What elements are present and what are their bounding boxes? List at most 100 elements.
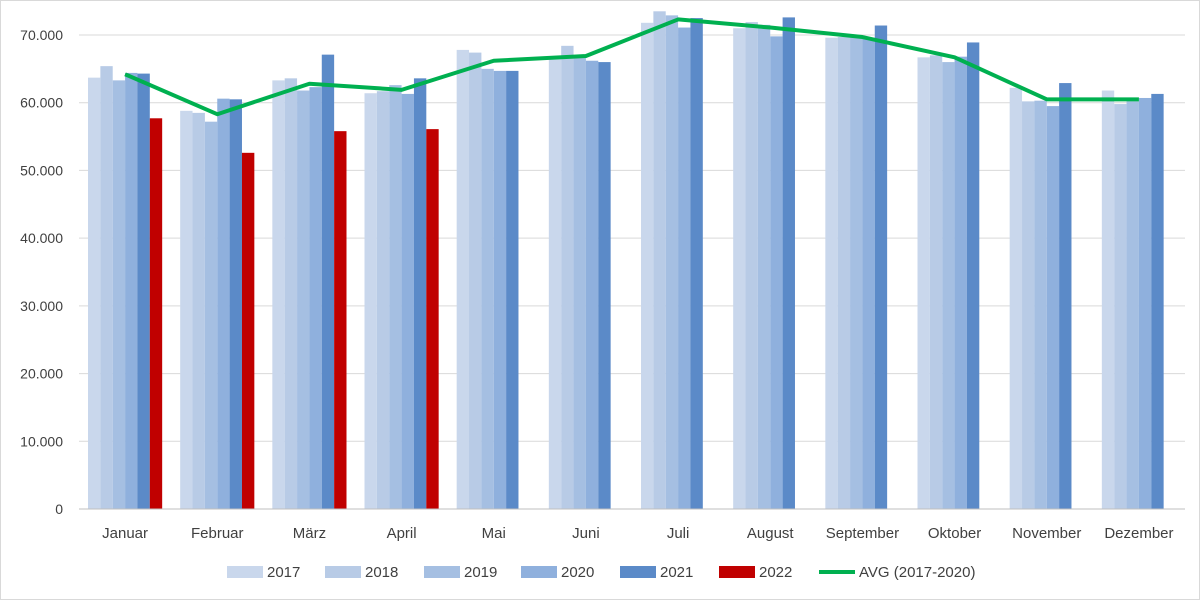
legend-label: AVG (2017-2020) xyxy=(859,564,975,581)
bar-2021-märz xyxy=(322,55,334,509)
bar-2021-dezember xyxy=(1151,94,1163,509)
bar-2020-september xyxy=(862,38,874,509)
legend-swatch xyxy=(227,566,263,578)
bar-2020-juni xyxy=(586,61,598,509)
bar-2018-januar xyxy=(100,66,112,509)
bar-2017-august xyxy=(733,28,745,509)
bar-2020-mai xyxy=(494,71,506,509)
bar-2018-märz xyxy=(285,78,297,509)
y-tick-label: 20.000 xyxy=(20,366,63,382)
bar-2017-februar xyxy=(180,111,192,509)
bar-2018-mai xyxy=(469,53,481,509)
legend-label: 2020 xyxy=(561,564,594,581)
legend-swatch xyxy=(620,566,656,578)
bar-2019-märz xyxy=(297,91,309,509)
bar-2018-august xyxy=(746,22,758,509)
legend-label: 2021 xyxy=(660,564,693,581)
legend-label: 2019 xyxy=(464,564,497,581)
bar-2022-märz xyxy=(334,131,346,509)
bar-2019-oktober xyxy=(942,62,954,509)
bar-2020-august xyxy=(770,36,782,509)
x-tick-label: März xyxy=(293,525,326,542)
bar-2018-juli xyxy=(653,11,665,509)
bar-2019-april xyxy=(389,85,401,509)
legend-label: 2022 xyxy=(759,564,792,581)
bar-2019-mai xyxy=(481,69,493,509)
bar-2022-januar xyxy=(150,118,162,509)
bar-2019-juli xyxy=(666,15,678,509)
bar-2021-november xyxy=(1059,83,1071,509)
bar-2017-märz xyxy=(272,80,284,509)
bar-2022-februar xyxy=(242,153,254,509)
bar-2021-januar xyxy=(137,74,149,509)
x-tick-label: September xyxy=(826,525,899,542)
bar-2019-juni xyxy=(574,58,586,509)
bar-2017-januar xyxy=(88,78,100,509)
bar-2021-april xyxy=(414,78,426,509)
bar-series xyxy=(88,11,1164,509)
x-tick-label: Februar xyxy=(191,525,244,542)
x-tick-label: August xyxy=(747,525,795,542)
bar-2018-september xyxy=(838,37,850,509)
x-tick-label: Mai xyxy=(482,525,506,542)
x-tick-label: Juni xyxy=(572,525,600,542)
bar-2017-juni xyxy=(549,59,561,509)
x-tick-label: Oktober xyxy=(928,525,981,542)
bar-2021-juni xyxy=(598,62,610,509)
y-tick-label: 30.000 xyxy=(20,298,63,314)
bar-2018-november xyxy=(1022,101,1034,509)
bar-2019-januar xyxy=(113,80,125,509)
bar-2021-juli xyxy=(690,18,702,509)
bar-2017-september xyxy=(825,38,837,509)
legend-item-2018: 2018 xyxy=(325,564,398,581)
legend-label: 2017 xyxy=(267,564,300,581)
bar-2018-juni xyxy=(561,46,573,509)
x-tick-label: April xyxy=(387,525,417,542)
legend-item-2017: 2017 xyxy=(227,564,300,581)
bar-2019-november xyxy=(1034,101,1046,509)
bar-2020-dezember xyxy=(1139,98,1151,509)
bar-2020-juli xyxy=(678,28,690,509)
bar-2020-april xyxy=(402,94,414,509)
x-tick-label: Juli xyxy=(667,525,690,542)
y-tick-label: 0 xyxy=(55,501,63,517)
bar-2020-november xyxy=(1047,106,1059,509)
bar-2017-dezember xyxy=(1102,91,1114,509)
y-tick-label: 40.000 xyxy=(20,230,63,246)
y-tick-label: 60.000 xyxy=(20,95,63,111)
legend-item-AVG (2017-2020): AVG (2017-2020) xyxy=(819,564,975,581)
bar-2020-februar xyxy=(217,99,229,509)
bar-2017-juli xyxy=(641,23,653,509)
bar-2017-oktober xyxy=(918,57,930,509)
bar-2019-september xyxy=(850,37,862,509)
bar-2017-november xyxy=(1010,88,1022,509)
bar-2020-januar xyxy=(125,73,137,509)
bar-2020-oktober xyxy=(955,57,967,509)
bar-2021-februar xyxy=(230,99,242,509)
x-tick-label: Dezember xyxy=(1104,525,1173,542)
y-tick-label: 70.000 xyxy=(20,27,63,43)
x-tick-label: Januar xyxy=(102,525,148,542)
legend-swatch xyxy=(325,566,361,578)
bar-2019-februar xyxy=(205,122,217,509)
legend-swatch xyxy=(719,566,755,578)
bar-2018-april xyxy=(377,91,389,509)
y-tick-label: 50.000 xyxy=(20,162,63,178)
x-axis: Januar Februar März April Mai Juni Juli August S… xyxy=(79,509,1185,542)
bar-2017-mai xyxy=(457,50,469,509)
bar-2018-februar xyxy=(193,113,205,509)
legend-item-2019: 2019 xyxy=(424,564,497,581)
bar-2018-dezember xyxy=(1114,104,1126,509)
legend-swatch xyxy=(521,566,557,578)
legend-item-2022: 2022 xyxy=(719,564,792,581)
bar-2021-august xyxy=(783,17,795,509)
bar-2021-mai xyxy=(506,71,518,509)
legend-item-2020: 2020 xyxy=(521,564,594,581)
y-tick-label: 10.000 xyxy=(20,433,63,449)
bar-2022-april xyxy=(426,129,438,509)
legend-label: 2018 xyxy=(365,564,398,581)
x-tick-label: November xyxy=(1012,525,1081,542)
legend-swatch xyxy=(424,566,460,578)
